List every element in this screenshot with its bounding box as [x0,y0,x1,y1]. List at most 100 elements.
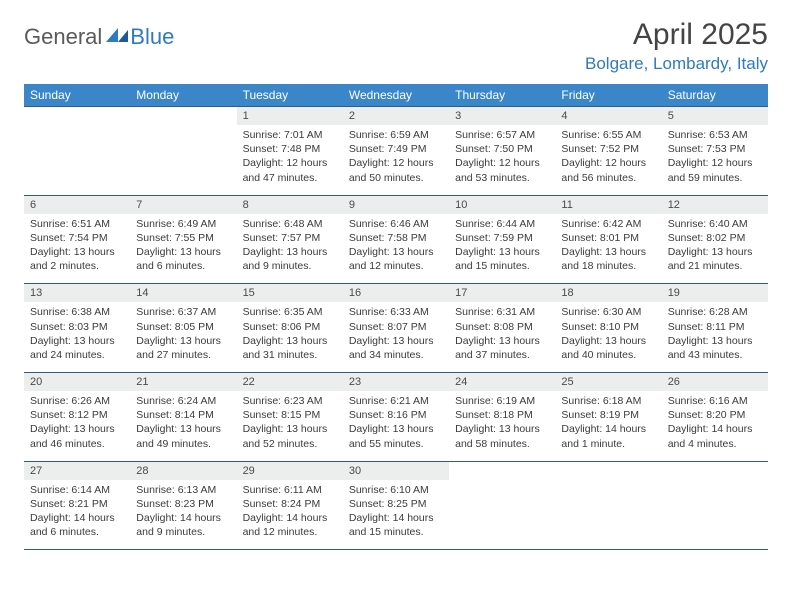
day-detail-cell: Sunrise: 6:51 AMSunset: 7:54 PMDaylight:… [24,214,130,284]
day-detail-cell: Sunrise: 6:10 AMSunset: 8:25 PMDaylight:… [343,480,449,550]
brand-part1: General [24,24,102,50]
day-number-cell: 27 [24,461,130,480]
day-detail-cell [555,480,661,550]
sunrise-line: Sunrise: 6:14 AM [30,483,124,497]
daylight-line: Daylight: 13 hours and 52 minutes. [243,422,337,450]
sunrise-line: Sunrise: 6:30 AM [561,305,655,319]
day-detail-row: Sunrise: 7:01 AMSunset: 7:48 PMDaylight:… [24,125,768,195]
day-number-cell: 24 [449,373,555,392]
sunset-line: Sunset: 8:12 PM [30,408,124,422]
day-number-row: 27282930 [24,461,768,480]
day-number-cell: 22 [237,373,343,392]
sunset-line: Sunset: 8:08 PM [455,320,549,334]
day-detail-cell: Sunrise: 6:24 AMSunset: 8:14 PMDaylight:… [130,391,236,461]
sunrise-line: Sunrise: 6:49 AM [136,217,230,231]
sunset-line: Sunset: 7:50 PM [455,142,549,156]
day-detail-cell: Sunrise: 6:19 AMSunset: 8:18 PMDaylight:… [449,391,555,461]
sunrise-line: Sunrise: 6:26 AM [30,394,124,408]
sunset-line: Sunset: 8:25 PM [349,497,443,511]
day-detail-cell: Sunrise: 6:38 AMSunset: 8:03 PMDaylight:… [24,302,130,372]
sunrise-line: Sunrise: 6:59 AM [349,128,443,142]
daylight-line: Daylight: 13 hours and 37 minutes. [455,334,549,362]
sunset-line: Sunset: 8:20 PM [668,408,762,422]
sunset-line: Sunset: 8:18 PM [455,408,549,422]
sunrise-line: Sunrise: 6:13 AM [136,483,230,497]
sunrise-line: Sunrise: 6:38 AM [30,305,124,319]
day-number-cell: 13 [24,284,130,303]
day-detail-cell: Sunrise: 6:16 AMSunset: 8:20 PMDaylight:… [662,391,768,461]
sunrise-line: Sunrise: 6:53 AM [668,128,762,142]
day-detail-cell: Sunrise: 6:44 AMSunset: 7:59 PMDaylight:… [449,214,555,284]
sunset-line: Sunset: 8:01 PM [561,231,655,245]
daylight-line: Daylight: 14 hours and 4 minutes. [668,422,762,450]
sunrise-line: Sunrise: 6:57 AM [455,128,549,142]
day-detail-cell: Sunrise: 7:01 AMSunset: 7:48 PMDaylight:… [237,125,343,195]
day-detail-cell: Sunrise: 6:26 AMSunset: 8:12 PMDaylight:… [24,391,130,461]
day-number-cell [555,461,661,480]
weekday-header: Thursday [449,84,555,107]
day-number-cell: 16 [343,284,449,303]
sunrise-line: Sunrise: 6:48 AM [243,217,337,231]
day-detail-cell: Sunrise: 6:33 AMSunset: 8:07 PMDaylight:… [343,302,449,372]
sunset-line: Sunset: 8:02 PM [668,231,762,245]
sunset-line: Sunset: 8:05 PM [136,320,230,334]
daylight-line: Daylight: 13 hours and 49 minutes. [136,422,230,450]
daylight-line: Daylight: 12 hours and 59 minutes. [668,156,762,184]
title-block: April 2025 Bolgare, Lombardy, Italy [585,18,768,74]
day-detail-cell [24,125,130,195]
daylight-line: Daylight: 14 hours and 12 minutes. [243,511,337,539]
daylight-line: Daylight: 13 hours and 12 minutes. [349,245,443,273]
day-detail-cell [449,480,555,550]
day-detail-row: Sunrise: 6:51 AMSunset: 7:54 PMDaylight:… [24,214,768,284]
day-detail-cell: Sunrise: 6:11 AMSunset: 8:24 PMDaylight:… [237,480,343,550]
day-detail-cell: Sunrise: 6:48 AMSunset: 7:57 PMDaylight:… [237,214,343,284]
day-detail-cell: Sunrise: 6:46 AMSunset: 7:58 PMDaylight:… [343,214,449,284]
day-detail-cell: Sunrise: 6:49 AMSunset: 7:55 PMDaylight:… [130,214,236,284]
day-detail-cell [662,480,768,550]
sunset-line: Sunset: 7:57 PM [243,231,337,245]
sunset-line: Sunset: 7:48 PM [243,142,337,156]
day-number-row: 12345 [24,107,768,126]
day-number-cell: 17 [449,284,555,303]
daylight-line: Daylight: 12 hours and 47 minutes. [243,156,337,184]
day-number-cell [662,461,768,480]
daylight-line: Daylight: 14 hours and 15 minutes. [349,511,443,539]
day-detail-row: Sunrise: 6:38 AMSunset: 8:03 PMDaylight:… [24,302,768,372]
daylight-line: Daylight: 13 hours and 58 minutes. [455,422,549,450]
day-number-cell: 6 [24,195,130,214]
day-number-cell: 12 [662,195,768,214]
daylight-line: Daylight: 14 hours and 6 minutes. [30,511,124,539]
day-detail-cell: Sunrise: 6:42 AMSunset: 8:01 PMDaylight:… [555,214,661,284]
weekday-header: Friday [555,84,661,107]
sunset-line: Sunset: 8:14 PM [136,408,230,422]
day-detail-cell: Sunrise: 6:21 AMSunset: 8:16 PMDaylight:… [343,391,449,461]
brand-part2: Blue [130,24,174,50]
day-number-row: 20212223242526 [24,373,768,392]
header-row: General Blue April 2025 Bolgare, Lombard… [24,18,768,74]
sunrise-line: Sunrise: 6:55 AM [561,128,655,142]
day-number-cell: 9 [343,195,449,214]
day-detail-cell: Sunrise: 6:23 AMSunset: 8:15 PMDaylight:… [237,391,343,461]
weekday-header: Sunday [24,84,130,107]
weekday-header-row: SundayMondayTuesdayWednesdayThursdayFrid… [24,84,768,107]
day-number-cell: 29 [237,461,343,480]
sunrise-line: Sunrise: 6:31 AM [455,305,549,319]
sunset-line: Sunset: 7:54 PM [30,231,124,245]
sunrise-line: Sunrise: 6:37 AM [136,305,230,319]
day-number-cell: 14 [130,284,236,303]
sunset-line: Sunset: 7:55 PM [136,231,230,245]
weekday-header: Wednesday [343,84,449,107]
daylight-line: Daylight: 12 hours and 53 minutes. [455,156,549,184]
sunrise-line: Sunrise: 6:44 AM [455,217,549,231]
sunrise-line: Sunrise: 6:10 AM [349,483,443,497]
sunrise-line: Sunrise: 6:42 AM [561,217,655,231]
daylight-line: Daylight: 13 hours and 34 minutes. [349,334,443,362]
day-detail-cell: Sunrise: 6:28 AMSunset: 8:11 PMDaylight:… [662,302,768,372]
day-number-cell: 11 [555,195,661,214]
sunset-line: Sunset: 7:49 PM [349,142,443,156]
day-detail-cell: Sunrise: 6:57 AMSunset: 7:50 PMDaylight:… [449,125,555,195]
weekday-header: Saturday [662,84,768,107]
sunrise-line: Sunrise: 6:24 AM [136,394,230,408]
daylight-line: Daylight: 13 hours and 27 minutes. [136,334,230,362]
day-number-cell: 19 [662,284,768,303]
